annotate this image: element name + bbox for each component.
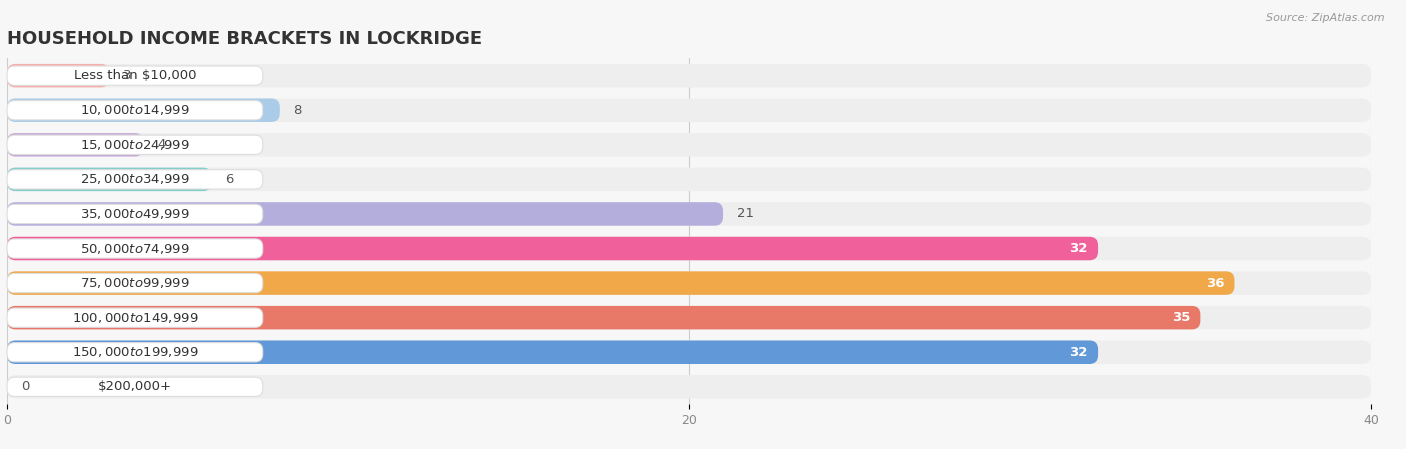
- FancyBboxPatch shape: [7, 343, 263, 362]
- FancyBboxPatch shape: [7, 271, 1371, 295]
- Text: HOUSEHOLD INCOME BRACKETS IN LOCKRIDGE: HOUSEHOLD INCOME BRACKETS IN LOCKRIDGE: [7, 31, 482, 48]
- FancyBboxPatch shape: [7, 167, 212, 191]
- FancyBboxPatch shape: [7, 167, 1371, 191]
- FancyBboxPatch shape: [7, 98, 1371, 122]
- FancyBboxPatch shape: [7, 239, 263, 258]
- FancyBboxPatch shape: [7, 101, 263, 120]
- Text: 35: 35: [1171, 311, 1189, 324]
- Text: $100,000 to $149,999: $100,000 to $149,999: [72, 311, 198, 325]
- FancyBboxPatch shape: [7, 202, 723, 226]
- FancyBboxPatch shape: [7, 66, 263, 85]
- FancyBboxPatch shape: [7, 377, 263, 396]
- FancyBboxPatch shape: [7, 306, 1201, 330]
- FancyBboxPatch shape: [7, 135, 263, 154]
- Text: $150,000 to $199,999: $150,000 to $199,999: [72, 345, 198, 359]
- FancyBboxPatch shape: [7, 98, 280, 122]
- FancyBboxPatch shape: [7, 237, 1098, 260]
- FancyBboxPatch shape: [7, 271, 1234, 295]
- Text: 32: 32: [1070, 242, 1088, 255]
- FancyBboxPatch shape: [7, 273, 263, 293]
- FancyBboxPatch shape: [7, 64, 1371, 88]
- Text: $200,000+: $200,000+: [98, 380, 172, 393]
- Text: 8: 8: [294, 104, 302, 117]
- FancyBboxPatch shape: [7, 202, 1371, 226]
- FancyBboxPatch shape: [7, 308, 263, 327]
- Text: 4: 4: [157, 138, 166, 151]
- FancyBboxPatch shape: [7, 375, 1371, 399]
- Text: Source: ZipAtlas.com: Source: ZipAtlas.com: [1267, 13, 1385, 23]
- FancyBboxPatch shape: [7, 133, 1371, 157]
- FancyBboxPatch shape: [7, 64, 110, 88]
- FancyBboxPatch shape: [7, 133, 143, 157]
- Text: 6: 6: [225, 173, 233, 186]
- FancyBboxPatch shape: [7, 237, 1371, 260]
- Text: $10,000 to $14,999: $10,000 to $14,999: [80, 103, 190, 117]
- Text: $50,000 to $74,999: $50,000 to $74,999: [80, 242, 190, 255]
- FancyBboxPatch shape: [7, 204, 263, 224]
- FancyBboxPatch shape: [7, 340, 1371, 364]
- Text: 0: 0: [21, 380, 30, 393]
- FancyBboxPatch shape: [7, 340, 1098, 364]
- FancyBboxPatch shape: [7, 306, 1371, 330]
- Text: 32: 32: [1070, 346, 1088, 359]
- Text: $15,000 to $24,999: $15,000 to $24,999: [80, 138, 190, 152]
- Text: $35,000 to $49,999: $35,000 to $49,999: [80, 207, 190, 221]
- Text: 21: 21: [737, 207, 754, 220]
- Text: $25,000 to $34,999: $25,000 to $34,999: [80, 172, 190, 186]
- Text: 3: 3: [122, 69, 131, 82]
- FancyBboxPatch shape: [7, 170, 263, 189]
- Text: $75,000 to $99,999: $75,000 to $99,999: [80, 276, 190, 290]
- Text: Less than $10,000: Less than $10,000: [73, 69, 197, 82]
- Text: 36: 36: [1206, 277, 1225, 290]
